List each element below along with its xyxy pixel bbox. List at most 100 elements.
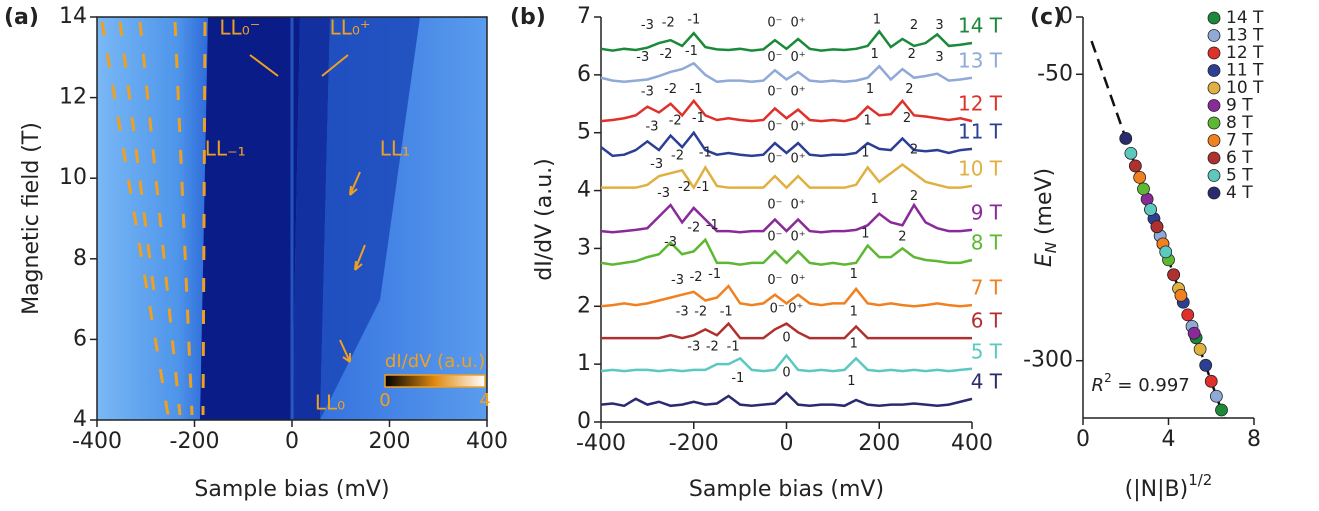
y-tick-label: 0 xyxy=(1059,4,1073,29)
peak-label: -3 xyxy=(657,186,670,201)
peak-label: 0⁺ xyxy=(791,198,806,213)
y-tick-label: 12 xyxy=(59,85,87,110)
legend-label: 12 T xyxy=(958,92,1003,116)
peak-label: -2 xyxy=(669,114,682,129)
peak-label: -3 xyxy=(636,50,649,65)
x-tick-label: 200 xyxy=(858,431,900,456)
spectrum-line xyxy=(600,29,973,52)
panel-label: (a) xyxy=(4,5,39,30)
peak-label: -1 xyxy=(731,371,744,386)
x-tick-label: 0 xyxy=(285,429,299,454)
legend-label: 6 T xyxy=(971,309,1003,333)
peak-label: -1 xyxy=(706,218,719,233)
data-point xyxy=(1159,245,1173,259)
y-axis-label: dI/dV (a.u.) xyxy=(532,158,557,280)
peak-label: -1 xyxy=(687,12,700,27)
peak-label: 0⁻ xyxy=(767,85,782,100)
annotation: LL₀⁺ xyxy=(330,16,371,40)
colorbar-label: dI/dV (a.u.) xyxy=(385,351,485,372)
legend-label: 4 T xyxy=(1226,183,1253,203)
annotation: R2 = 0.997 xyxy=(1092,370,1190,396)
peak-label: 2 xyxy=(903,111,911,126)
legend-label: 9 T xyxy=(1226,96,1253,116)
x-tick-label: 4 xyxy=(1162,427,1176,452)
legend-label: 13 T xyxy=(1226,26,1264,46)
panel-label: (c) xyxy=(1030,5,1063,30)
peak-label: 1 xyxy=(847,374,855,389)
peak-label: 0⁻ xyxy=(770,302,785,317)
peak-label: 1 xyxy=(850,267,858,282)
legend-label: 12 T xyxy=(1226,43,1264,63)
y-tick-label: 6 xyxy=(577,62,591,87)
peak-label: 0⁺ xyxy=(791,15,806,30)
legend-marker xyxy=(1207,81,1221,95)
legend-label: 5 T xyxy=(1226,166,1253,186)
legend-label: 14 T xyxy=(958,14,1003,38)
data-point xyxy=(1150,220,1164,234)
peak-label: -1 xyxy=(692,111,705,126)
peak-label: 0⁻ xyxy=(767,119,782,134)
peak-label: 0⁺ xyxy=(791,151,806,166)
peak-label: 1 xyxy=(866,82,874,97)
annotation-rest: = 0.997 xyxy=(1112,375,1190,396)
y-axis-label-unit: (meV) xyxy=(1032,168,1057,242)
peak-label: 0⁻ xyxy=(767,229,782,244)
peak-label: 1 xyxy=(870,192,878,207)
data-point xyxy=(1144,203,1157,216)
y-axis-label: EN (meV) xyxy=(1032,168,1060,267)
peak-label: 0 xyxy=(782,331,790,346)
legend-label: 8 T xyxy=(1226,113,1253,133)
data-point xyxy=(1167,268,1181,282)
peak-label: 1 xyxy=(850,336,858,351)
legend-marker xyxy=(1207,169,1221,182)
legend-label: 14 T xyxy=(1226,8,1264,28)
peak-label: 3 xyxy=(935,18,943,33)
peak-label: -2 xyxy=(678,180,691,195)
peak-label: 0⁻ xyxy=(767,198,782,213)
peak-label: -2 xyxy=(706,339,719,354)
x-tick-label: 200 xyxy=(369,429,411,454)
y-axis-label: Magnetic field (T) xyxy=(19,122,44,315)
x-axis-label: Sample bias (mV) xyxy=(689,477,884,502)
y-tick-label: 0 xyxy=(577,409,591,434)
legend-label: 13 T xyxy=(958,48,1003,72)
legend-marker xyxy=(1207,11,1221,25)
legend-label: 4 T xyxy=(971,369,1003,393)
data-point xyxy=(1137,182,1150,196)
spectrum-line xyxy=(600,98,973,123)
data-point xyxy=(1209,389,1223,403)
peak-label: 1 xyxy=(864,114,872,129)
peak-label: 0⁺ xyxy=(791,229,806,244)
peak-label: -2 xyxy=(694,305,707,320)
x-axis-label: Sample bias (mV) xyxy=(194,477,389,502)
data-point xyxy=(1174,289,1188,302)
peak-label: -1 xyxy=(708,267,721,282)
y-tick-label: 7 xyxy=(577,4,591,29)
legend-label: 9 T xyxy=(971,200,1003,224)
y-tick-label: 4 xyxy=(577,178,591,203)
spectrum-line xyxy=(601,321,972,340)
y-tick-label: 14 xyxy=(59,4,87,29)
peak-label: -3 xyxy=(671,273,684,288)
legend-marker xyxy=(1207,134,1221,147)
y-axis-label-main: E xyxy=(1032,253,1057,267)
peak-label: 2 xyxy=(910,143,918,158)
peak-label: 2 xyxy=(905,82,913,97)
peak-label: -2 xyxy=(690,270,703,285)
x-tick-label: 0 xyxy=(780,431,794,456)
peak-label: -1 xyxy=(699,145,712,160)
x-tick-label: 400 xyxy=(466,429,508,454)
annotation-sup: 2 xyxy=(1104,370,1112,384)
data-point xyxy=(1181,308,1195,322)
peak-label: -1 xyxy=(690,82,703,97)
y-tick-label: -50 xyxy=(1037,61,1073,86)
annotation-main: R xyxy=(1092,375,1105,396)
x-tick-label: 8 xyxy=(1247,427,1261,452)
peak-label: 0⁻ xyxy=(767,50,782,65)
peak-label: -1 xyxy=(727,339,740,354)
legend-label: 7 T xyxy=(1226,131,1253,151)
legend-marker xyxy=(1207,99,1221,112)
peak-label: 0⁻ xyxy=(767,151,782,166)
peak-label: 1 xyxy=(870,47,878,62)
legend-label: 7 T xyxy=(971,276,1003,300)
